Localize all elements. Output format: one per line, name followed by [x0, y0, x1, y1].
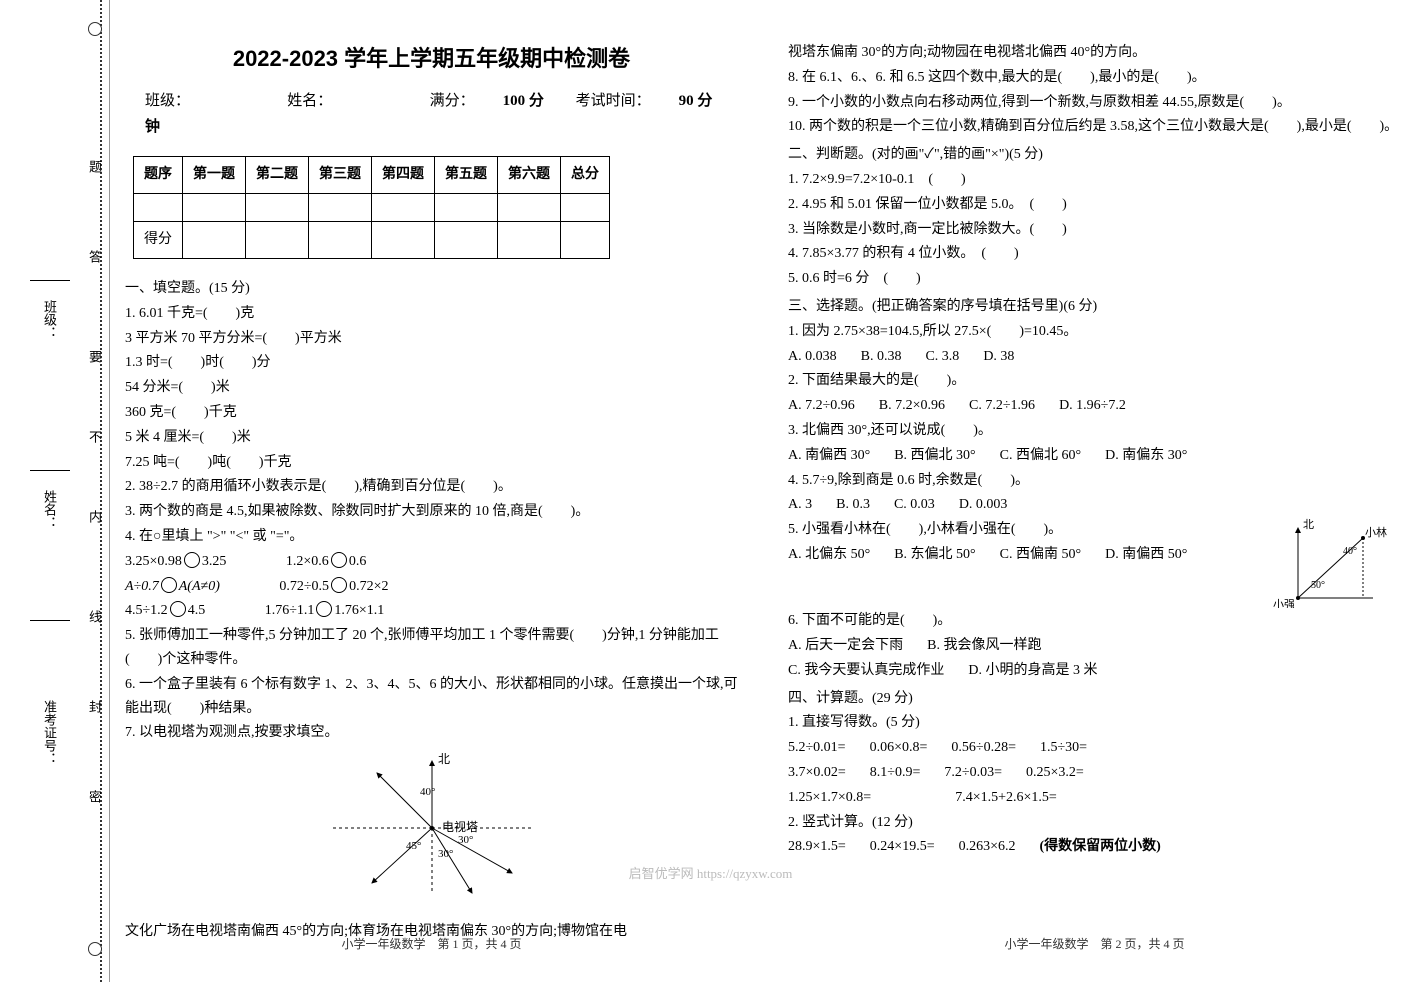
section-heading: 一、填空题。(15 分)	[125, 277, 738, 301]
page-2: 视塔东偏南 30°的方向;动物园在电视塔北偏西 40°的方向。 8. 在 6.1…	[778, 20, 1411, 960]
svg-text:50°: 50°	[1311, 580, 1325, 591]
svg-text:北: 北	[438, 753, 450, 766]
exam-title: 2022-2023 学年上学期五年级期中检测卷	[125, 40, 738, 77]
binding-label: 题	[85, 160, 104, 177]
compass-diagram: 北 电视塔 40° 45° 30° 30°	[125, 753, 738, 912]
section-3: 三、选择题。(把正确答案的序号填在括号里)(6 分) 1. 因为 2.75×38…	[788, 295, 1401, 683]
binding-label: 内	[85, 510, 104, 527]
exam-meta: 班级： 姓名： 满分：100 分 考试时间：90 分钟	[125, 89, 738, 140]
watermark: 启智优学网 https://qzyxw.com	[629, 863, 793, 882]
page-footer: 小学一年级数学 第 1 页，共 4 页	[115, 934, 748, 954]
side-class-field: 班级：	[40, 300, 59, 339]
section-1: 一、填空题。(15 分) 1. 6.01 千克=( )克 3 平方米 70 平方…	[125, 277, 738, 944]
svg-text:北: 北	[1303, 518, 1314, 531]
svg-text:45°: 45°	[406, 840, 421, 852]
binding-label: 封	[85, 700, 104, 717]
section-heading: 三、选择题。(把正确答案的序号填在括号里)(6 分)	[788, 295, 1401, 319]
svg-text:30°: 30°	[438, 848, 453, 860]
score-table: 题序 第一题 第二题 第三题 第四题 第五题 第六题 总分 得分	[133, 156, 610, 259]
section-2: 二、判断题。(对的画"✓",错的画"×")(5 分) 1. 7.2×9.9=7.…	[788, 143, 1401, 291]
side-id-field: 准考证号：	[40, 700, 59, 765]
section-heading: 二、判断题。(对的画"✓",错的画"×")(5 分)	[788, 143, 1401, 167]
compare-circle	[170, 601, 186, 617]
section-4: 四、计算题。(29 分) 1. 直接写得数。(5 分) 5.2÷0.01=0.0…	[788, 687, 1401, 860]
binding-label: 线	[85, 610, 104, 627]
page-footer: 小学一年级数学 第 2 页，共 4 页	[778, 934, 1411, 954]
side-name-field: 姓名：	[40, 490, 59, 529]
svg-text:40°: 40°	[420, 786, 435, 798]
svg-text:30°: 30°	[458, 834, 473, 846]
direction-diagram: 北 小林 小强 40° 50°	[1273, 518, 1393, 608]
svg-text:小强: 小强	[1273, 598, 1295, 608]
binding-label: 不	[85, 430, 104, 447]
compare-circle	[331, 552, 347, 568]
svg-text:电视塔: 电视塔	[442, 819, 478, 834]
svg-text:40°: 40°	[1343, 546, 1357, 557]
compare-circle	[161, 577, 177, 593]
binding-margin: 题 答 要 不 内 线 封 密 班级： 姓名： 准考证号：	[0, 0, 110, 982]
section-heading: 四、计算题。(29 分)	[788, 687, 1401, 711]
compare-circle	[331, 577, 347, 593]
binding-label: 要	[85, 350, 104, 367]
page-1: 2022-2023 学年上学期五年级期中检测卷 班级： 姓名： 满分：100 分…	[115, 20, 748, 960]
svg-text:小林: 小林	[1365, 525, 1387, 539]
compare-circle	[184, 552, 200, 568]
compare-circle	[316, 601, 332, 617]
binding-label: 密	[85, 790, 104, 807]
binding-label: 答	[85, 250, 104, 267]
